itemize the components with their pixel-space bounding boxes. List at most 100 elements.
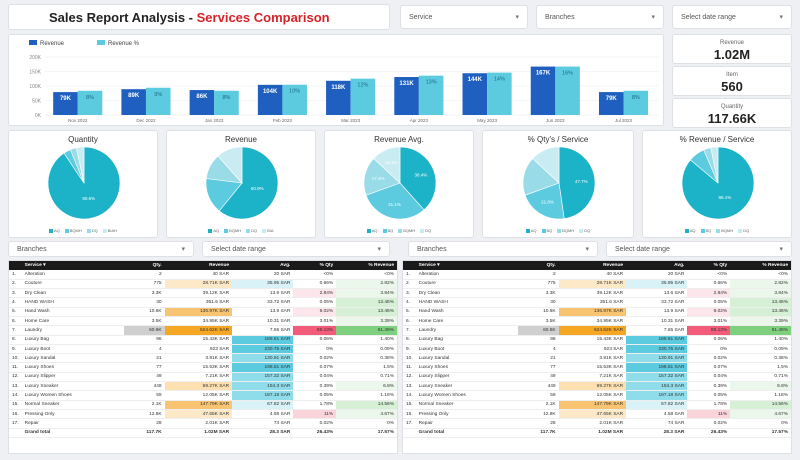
column-header[interactable]: Qty. bbox=[517, 261, 559, 270]
pie-title: Quantity bbox=[68, 135, 98, 144]
column-header[interactable]: % Revenue bbox=[730, 261, 791, 270]
table-cell: 59 bbox=[123, 390, 165, 401]
table-total-row: Grand total 117.7K 1.02M SAR 28.3 SAR 26.43%… bbox=[9, 427, 397, 438]
table-cell: 35.95 SAR bbox=[626, 279, 688, 290]
pie-title: % Revenue / Service bbox=[679, 135, 755, 144]
x-tick-label: Dec 2022 bbox=[136, 118, 156, 123]
legend-entry: BQMH bbox=[557, 228, 574, 233]
branches-dropdown[interactable]: Branches ▾ bbox=[536, 5, 664, 29]
chevron-down-icon: ▾ bbox=[779, 246, 783, 253]
column-header[interactable]: Qty. bbox=[123, 261, 165, 270]
right-date-range-picker[interactable]: Select date range ▾ bbox=[606, 241, 792, 257]
legend-entry: BQMH bbox=[398, 228, 415, 233]
table-cell: 7. bbox=[403, 325, 416, 336]
bar-revenue-label: 167K bbox=[536, 71, 551, 77]
table-cell: Luxury Women Shoes bbox=[415, 390, 518, 401]
table-cell: 17. bbox=[403, 418, 416, 429]
column-header[interactable]: % Qty bbox=[293, 261, 337, 270]
table-cell: Normal Sneaker bbox=[21, 400, 124, 410]
table-cell: 189.61 SAR bbox=[626, 335, 688, 345]
table-cell: 10.6K bbox=[517, 307, 559, 318]
column-header[interactable]: Service ▾ bbox=[415, 261, 518, 270]
table-row: 9. Luxury Boot 4 923 SAR 230.75 SAR 0% 0.09% bbox=[403, 344, 791, 355]
pie-slice bbox=[373, 146, 401, 184]
table-cell: Luxury Slipper bbox=[21, 372, 124, 383]
table-cell: 61.49% bbox=[730, 325, 791, 336]
table-cell: Home Care bbox=[21, 316, 124, 327]
table-row: 7. Laundry 60.6K 624.62K SAR 7.65 SAR 86.13% 6… bbox=[9, 325, 397, 336]
chevron-down-icon: ▾ bbox=[181, 246, 185, 253]
table-cell: 69.27K SAR bbox=[558, 381, 627, 392]
column-header[interactable]: % Qty bbox=[687, 261, 731, 270]
table-cell: 351.6 SAR bbox=[164, 297, 233, 308]
table-cell: 2. bbox=[9, 279, 22, 290]
right-branches-dropdown[interactable]: Branches ▾ bbox=[408, 241, 598, 257]
title-main: Sales Report Analysis - bbox=[49, 9, 194, 25]
pie-legend: AQ BQ BQMH DQ bbox=[325, 228, 473, 233]
column-header[interactable]: % Revenue bbox=[336, 261, 397, 270]
table-cell: 10.6K bbox=[123, 307, 165, 318]
legend-swatch bbox=[398, 228, 403, 233]
bar-pct-label: 14% bbox=[494, 77, 505, 83]
bar-revenue-pct bbox=[623, 90, 649, 115]
table-cell: 30 bbox=[517, 297, 559, 308]
pie-slice-label: 60.9% bbox=[251, 186, 264, 191]
column-header[interactable]: Avg. bbox=[232, 261, 294, 270]
table-cell: 0.09% bbox=[336, 344, 397, 355]
column-header[interactable]: Service ▾ bbox=[21, 261, 124, 270]
table-cell: 0.04% bbox=[293, 372, 337, 383]
table-cell: 9.02% bbox=[687, 307, 731, 318]
table-cell: 1.78% bbox=[687, 400, 731, 410]
table-row: 3. Dry Clean 3.3K 39.12K SAR 13.6 SAR 2.84% 3.… bbox=[9, 288, 397, 299]
table-cell: 49 bbox=[123, 372, 165, 383]
date-range-picker[interactable]: Select date range ▾ bbox=[672, 5, 792, 29]
x-tick-label: Apr 2023 bbox=[410, 118, 429, 123]
table-cell: 7.65 SAR bbox=[626, 325, 688, 336]
table-cell: 0.04% bbox=[687, 372, 731, 383]
table-cell: 187.18 SAR bbox=[232, 390, 294, 401]
table-cell: 14.56% bbox=[336, 400, 397, 410]
left-date-range-picker[interactable]: Select date range ▾ bbox=[202, 241, 390, 257]
service-dropdown[interactable]: Service ▾ bbox=[400, 5, 528, 29]
table-cell: 74 SAR bbox=[626, 418, 688, 429]
table-cell: 351.6 SAR bbox=[558, 297, 627, 308]
bar-revenue-label: 104K bbox=[263, 89, 278, 95]
bar-pct-label: 16% bbox=[562, 71, 573, 77]
table-cell: 26.43% bbox=[293, 427, 337, 438]
table-cell: 117.7K bbox=[517, 427, 559, 438]
legend-entry: BIAH bbox=[102, 228, 117, 233]
table-cell: 11. bbox=[403, 362, 416, 373]
table-cell: 67.82 SAR bbox=[232, 400, 294, 410]
table-cell: 13.46% bbox=[730, 297, 791, 308]
table-cell: 0.05% bbox=[687, 297, 731, 308]
table-cell: 35.95 SAR bbox=[232, 279, 294, 290]
table-cell: 923 SAR bbox=[164, 344, 233, 355]
table-cell: 3.5K bbox=[123, 316, 165, 327]
column-header[interactable]: Avg. bbox=[626, 261, 688, 270]
column-header[interactable]: Revenue bbox=[164, 261, 233, 270]
table-cell: 0.71% bbox=[730, 372, 791, 383]
pie-legend: AQ BQMH DQ BIAH bbox=[9, 228, 157, 233]
table-row: 10. Luxury Sandal 21 3.91K SAR 130.91 SAR 0.0… bbox=[9, 353, 397, 364]
table-cell: 2.01K SAR bbox=[164, 418, 233, 429]
table-header-row: Service ▾ Qty. Revenue Avg.% Qty% Revenue bbox=[403, 261, 791, 270]
legend-swatch bbox=[382, 228, 387, 233]
table-cell: 0.06% bbox=[687, 335, 731, 345]
table-row: 1. Alteration 2 40 SAR 20 SAR <0% <0% bbox=[9, 270, 397, 280]
bar-revenue bbox=[53, 92, 78, 115]
y-tick-label: 150K bbox=[29, 70, 41, 76]
x-tick-label: Jun 2023 bbox=[546, 118, 565, 123]
table-cell: 136.97K SAR bbox=[558, 307, 627, 318]
legend-entry: AQ bbox=[208, 228, 219, 233]
kpi-item-label: Item bbox=[726, 72, 738, 78]
right-date-label: Select date range bbox=[615, 245, 670, 253]
table-cell: 9. bbox=[403, 344, 416, 355]
kpi-item: Item 560 bbox=[672, 66, 792, 96]
bar-revenue-label: 144K bbox=[468, 77, 483, 83]
left-branches-dropdown[interactable]: Branches ▾ bbox=[8, 241, 194, 257]
table-row: 11. Luxury Shoes 77 15.53K SAR 198.51 SAR 0.0… bbox=[9, 362, 397, 373]
column-header[interactable]: Revenue bbox=[558, 261, 627, 270]
table-cell: 0.66% bbox=[687, 279, 731, 290]
legend-swatch bbox=[246, 228, 251, 233]
table-cell: 15.53K SAR bbox=[558, 362, 627, 373]
